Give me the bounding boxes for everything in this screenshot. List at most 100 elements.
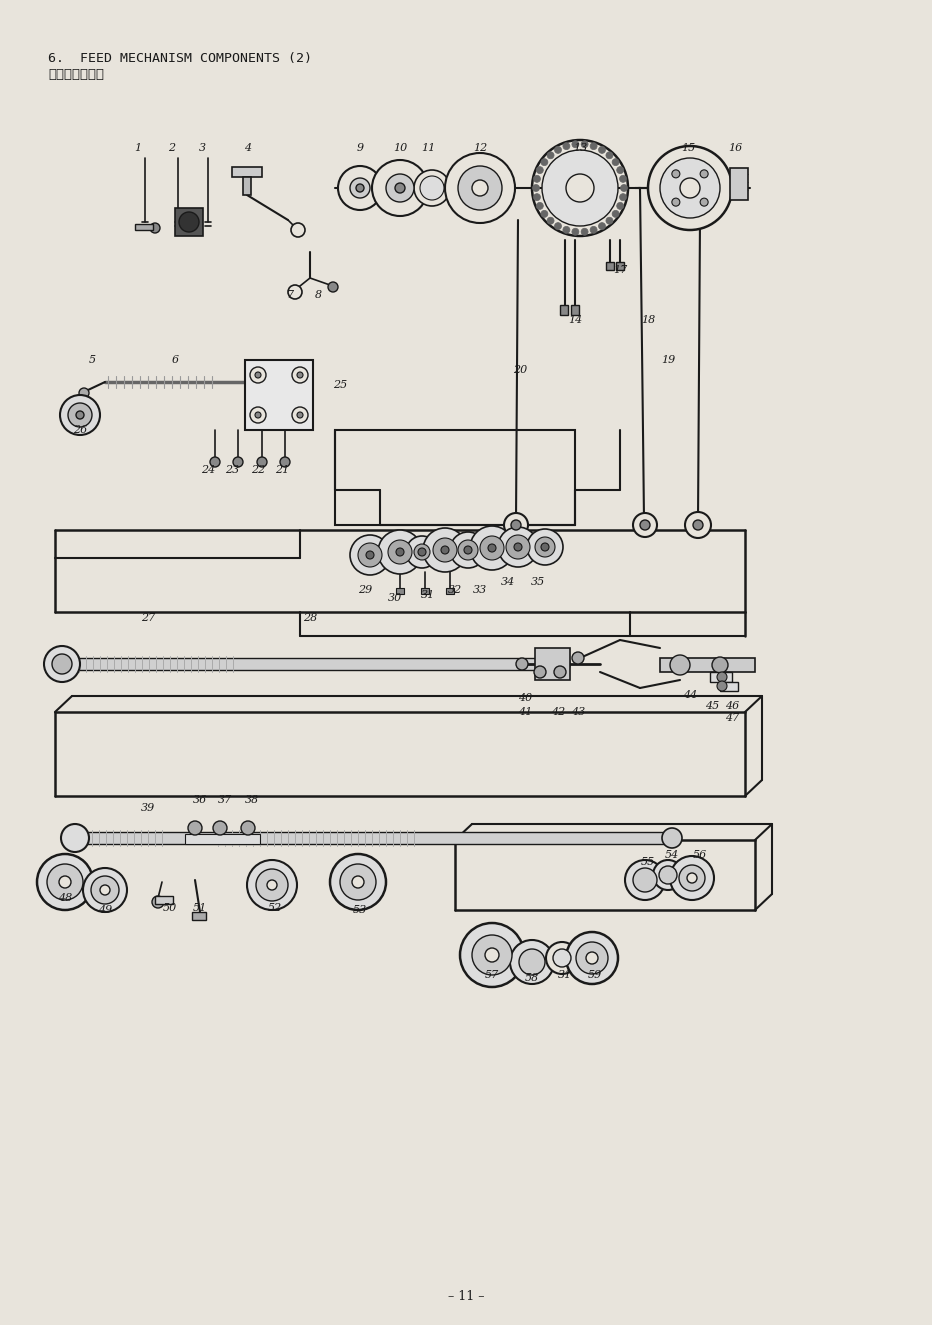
Circle shape [572, 228, 579, 236]
Circle shape [372, 160, 428, 216]
Circle shape [464, 546, 472, 554]
Text: 2: 2 [169, 143, 175, 152]
Text: 8: 8 [314, 290, 322, 299]
Circle shape [670, 856, 714, 900]
Circle shape [480, 537, 504, 560]
Text: 30: 30 [388, 594, 402, 603]
Circle shape [395, 183, 405, 193]
Circle shape [485, 947, 499, 962]
Circle shape [612, 159, 619, 166]
Circle shape [662, 828, 682, 848]
Circle shape [458, 166, 502, 209]
Circle shape [83, 868, 127, 912]
Circle shape [288, 285, 302, 299]
Text: 28: 28 [303, 613, 317, 623]
Circle shape [472, 935, 512, 975]
Circle shape [536, 203, 543, 209]
Circle shape [152, 896, 164, 908]
Text: 19: 19 [661, 355, 675, 364]
Circle shape [458, 541, 478, 560]
Circle shape [328, 282, 338, 292]
Circle shape [541, 211, 548, 217]
Circle shape [414, 170, 450, 205]
Circle shape [210, 457, 220, 466]
Circle shape [378, 530, 422, 574]
Text: 31: 31 [421, 590, 435, 600]
Circle shape [532, 140, 628, 236]
Bar [155, 896, 173, 904]
Circle shape [532, 184, 540, 192]
Bar [720, 682, 738, 692]
Circle shape [572, 652, 584, 664]
Circle shape [516, 659, 528, 670]
Text: 54: 54 [665, 851, 679, 860]
Text: 6: 6 [171, 355, 179, 364]
Circle shape [470, 526, 514, 570]
Text: 21: 21 [275, 465, 289, 474]
Circle shape [533, 175, 541, 183]
Text: 40: 40 [518, 693, 532, 704]
Circle shape [406, 537, 438, 568]
Circle shape [541, 543, 549, 551]
Text: 34: 34 [500, 576, 515, 587]
Circle shape [659, 867, 677, 884]
Bar [75, 832, 670, 844]
Circle shape [241, 822, 255, 835]
Text: 48: 48 [58, 893, 72, 904]
Circle shape [606, 152, 613, 159]
Circle shape [60, 395, 100, 435]
Circle shape [534, 666, 546, 678]
Text: 32: 32 [448, 586, 462, 595]
Circle shape [233, 457, 243, 466]
Text: 26: 26 [73, 425, 87, 435]
Bar [660, 659, 755, 672]
Circle shape [418, 549, 426, 556]
Text: 29: 29 [358, 586, 372, 595]
Circle shape [553, 949, 571, 967]
Circle shape [257, 457, 267, 466]
Circle shape [717, 681, 727, 692]
Text: 55: 55 [641, 857, 655, 867]
Circle shape [717, 672, 727, 682]
Text: 9: 9 [356, 143, 363, 152]
Circle shape [396, 549, 404, 556]
Bar [396, 588, 404, 594]
Circle shape [547, 217, 554, 224]
Circle shape [554, 666, 566, 678]
Text: 43: 43 [571, 708, 585, 717]
Circle shape [541, 159, 548, 166]
Text: 15: 15 [681, 143, 695, 152]
Bar [232, 167, 262, 178]
Circle shape [100, 885, 110, 894]
Text: 44: 44 [683, 690, 697, 700]
Circle shape [590, 227, 597, 233]
Text: 59: 59 [588, 970, 602, 980]
Circle shape [91, 876, 119, 904]
Circle shape [250, 407, 266, 423]
Circle shape [488, 545, 496, 553]
Text: 51: 51 [193, 904, 207, 913]
Text: 45: 45 [705, 701, 720, 712]
Circle shape [590, 143, 597, 150]
Circle shape [542, 150, 618, 227]
Text: – 11 –: – 11 – [447, 1291, 485, 1302]
Circle shape [700, 170, 708, 178]
Circle shape [61, 824, 89, 852]
Circle shape [519, 949, 545, 975]
Circle shape [617, 203, 624, 209]
Circle shape [563, 143, 569, 150]
Circle shape [37, 855, 93, 910]
Bar [560, 305, 568, 315]
Circle shape [581, 140, 588, 148]
Circle shape [598, 146, 606, 154]
Text: 58: 58 [525, 973, 539, 983]
Bar [335, 431, 575, 525]
Circle shape [566, 931, 618, 984]
Circle shape [68, 403, 92, 427]
Circle shape [670, 655, 690, 674]
Text: 46: 46 [725, 701, 739, 712]
Circle shape [693, 519, 703, 530]
Circle shape [700, 199, 708, 207]
Circle shape [576, 942, 608, 974]
Bar [571, 305, 579, 315]
